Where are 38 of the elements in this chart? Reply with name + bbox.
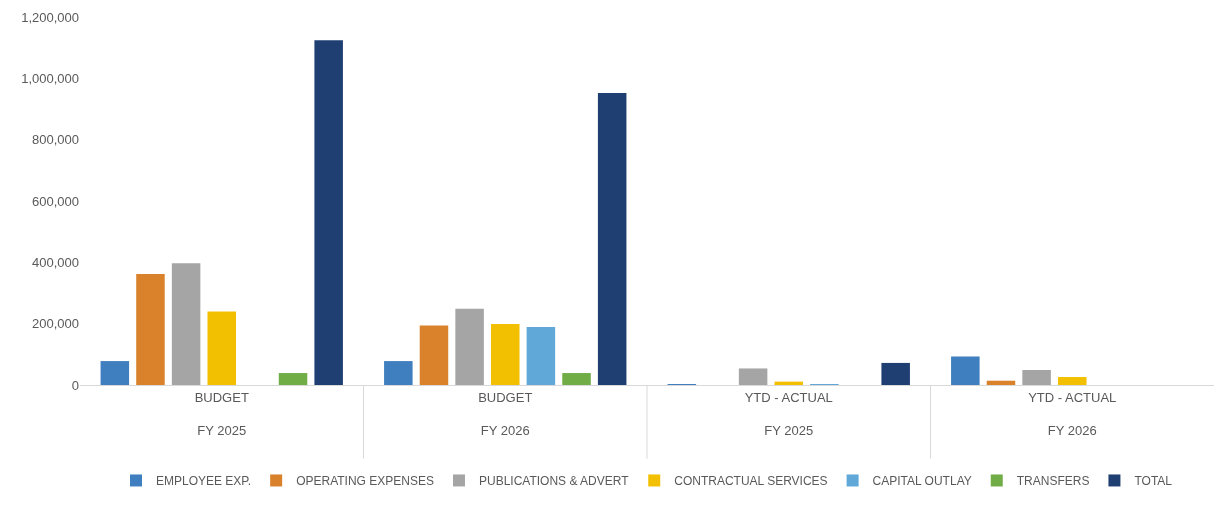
bar	[738, 368, 768, 385]
y-tick-label: 600,000	[32, 193, 79, 209]
bar	[207, 311, 237, 385]
y-tick-label: 200,000	[32, 316, 79, 332]
bar	[136, 273, 165, 385]
bar	[278, 373, 308, 385]
bar	[1057, 377, 1087, 385]
bar	[1022, 369, 1051, 385]
bar	[384, 361, 413, 385]
category-label: BUDGET FY 2025	[194, 389, 249, 439]
legend-label: TOTAL	[1134, 474, 1173, 489]
bar	[986, 380, 1016, 385]
bar	[562, 373, 591, 385]
legend-label: PUBLICATIONS & ADVERT	[478, 474, 630, 489]
legend-label: EMPLOYEE EXP.	[156, 474, 252, 489]
bar	[455, 308, 484, 385]
bar	[597, 93, 627, 385]
bar	[951, 356, 980, 385]
legend-label: CAPITAL OUTLAY	[872, 474, 972, 489]
y-tick-label: 1,000,000	[21, 70, 79, 86]
bar	[526, 327, 556, 385]
legend-label: TRANSFERS	[1016, 474, 1090, 489]
category-label: BUDGET FY 2026	[478, 389, 533, 439]
legend-label: OPERATING EXPENSES	[296, 474, 434, 489]
bar	[314, 40, 343, 385]
y-tick-label: 800,000	[32, 132, 79, 148]
bar	[774, 381, 804, 385]
bar	[490, 323, 520, 385]
bar	[100, 361, 130, 385]
legend-label: CONTRACTUAL SERVICES	[674, 474, 828, 489]
category-label: YTD - ACTUAL FY 2025	[744, 389, 833, 439]
bar	[881, 362, 910, 385]
y-tick-label: 0	[71, 377, 79, 393]
bar	[171, 263, 201, 385]
y-tick-label: 1,200,000	[21, 9, 79, 25]
y-tick-label: 400,000	[32, 254, 79, 270]
category-label: YTD - ACTUAL FY 2026	[1028, 389, 1117, 439]
bar	[419, 325, 449, 385]
